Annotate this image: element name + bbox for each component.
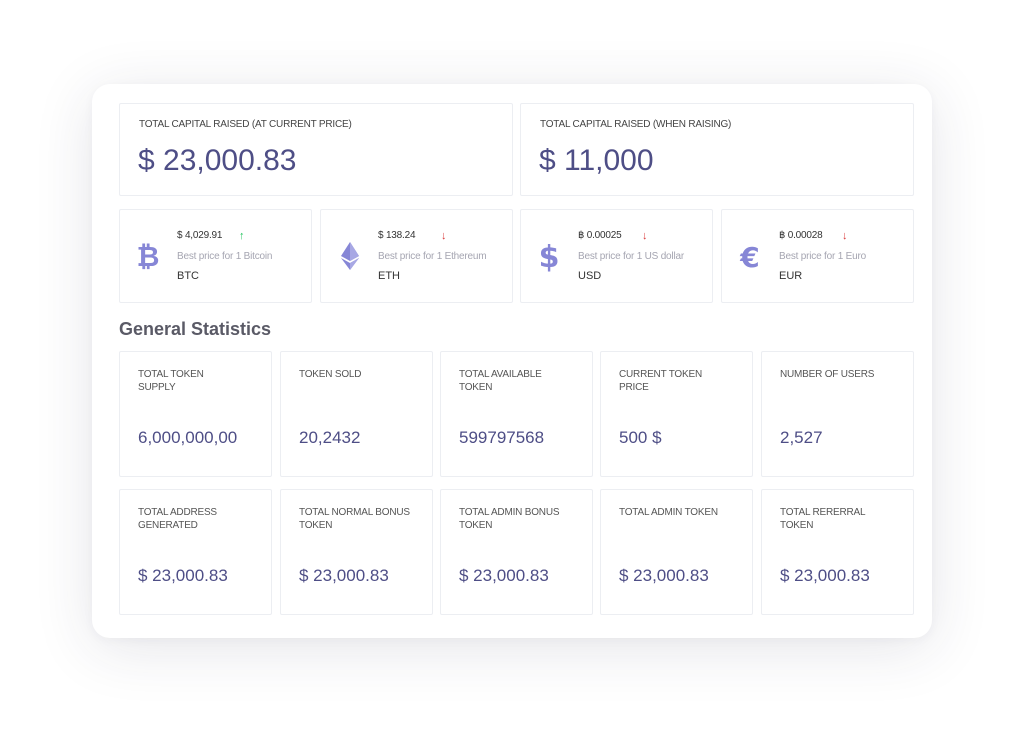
- stat-label: TOTAL NORMAL BONUS TOKEN: [299, 507, 410, 531]
- coin-card-usd[interactable]: $ ฿ 0.00025 ↓ Best price for 1 US dollar…: [520, 209, 713, 303]
- stat-label: TOTAL AVAILABLE TOKEN: [459, 369, 542, 393]
- coin-code: USD: [578, 270, 602, 282]
- stat-value: 20,2432: [299, 428, 361, 447]
- stat-card: NUMBER OF USERS 2,527: [761, 351, 914, 477]
- capital-current-value: $ 23,000.83: [138, 144, 297, 177]
- stat-value: $ 23,000.83: [780, 566, 870, 585]
- stat-value: $ 23,000.83: [459, 566, 549, 585]
- capital-raising-card: TOTAL CAPITAL RAISED (WHEN RAISING) $ 11…: [520, 103, 914, 196]
- stat-card: TOTAL RERERRAL TOKEN $ 23,000.83: [761, 489, 914, 615]
- coin-price: $ 138.24: [378, 230, 416, 241]
- coin-card-eur[interactable]: € ฿ 0.00028 ↓ Best price for 1 Euro EUR: [721, 209, 914, 303]
- stat-card: TOTAL AVAILABLE TOKEN 599797568: [440, 351, 593, 477]
- svg-text:€: €: [739, 241, 759, 272]
- stat-value: 500 $: [619, 428, 662, 447]
- coin-description: Best price for 1 Euro: [779, 251, 866, 262]
- capital-raising-label: TOTAL CAPITAL RAISED (WHEN RAISING): [540, 119, 732, 130]
- stat-card: TOTAL TOKEN SUPPLY 6,000,000,00: [119, 351, 272, 477]
- stat-label: TOKEN SOLD: [299, 369, 362, 380]
- stat-label: NUMBER OF USERS: [780, 369, 875, 380]
- coin-description: Best price for 1 Ethereum: [378, 251, 487, 262]
- coin-card-eth[interactable]: $ 138.24 ↓ Best price for 1 Ethereum ETH: [320, 209, 513, 303]
- coin-description: Best price for 1 US dollar: [578, 251, 684, 262]
- ethereum-icon: [339, 240, 361, 272]
- stat-label: CURRENT TOKEN PRICE: [619, 369, 702, 393]
- capital-current-card: TOTAL CAPITAL RAISED (AT CURRENT PRICE) …: [119, 103, 513, 196]
- euro-icon: €: [738, 240, 762, 272]
- stat-card: TOTAL ADDRESS GENERATED $ 23,000.83: [119, 489, 272, 615]
- stat-card: TOTAL ADMIN TOKEN $ 23,000.83: [600, 489, 753, 615]
- stat-value: 2,527: [780, 428, 823, 447]
- stat-label: TOTAL TOKEN SUPPLY: [138, 369, 204, 393]
- stat-label: TOTAL ADDRESS GENERATED: [138, 507, 217, 531]
- stat-card: TOTAL NORMAL BONUS TOKEN $ 23,000.83: [280, 489, 433, 615]
- coin-card-btc[interactable]: ₿ $ 4,029.91 ↑ Best price for 1 Bitcoin …: [119, 209, 312, 303]
- arrow-up-icon: ↑: [239, 230, 245, 242]
- stat-card: TOTAL ADMIN BONUS TOKEN $ 23,000.83: [440, 489, 593, 615]
- capital-current-label: TOTAL CAPITAL RAISED (AT CURRENT PRICE): [139, 119, 352, 130]
- coin-price: ฿ 0.00025: [578, 230, 622, 241]
- stat-value: $ 23,000.83: [138, 566, 228, 585]
- arrow-down-icon: ↓: [842, 230, 848, 242]
- stat-label: TOTAL ADMIN BONUS TOKEN: [459, 507, 560, 531]
- dashboard-panel: TOTAL CAPITAL RAISED (AT CURRENT PRICE) …: [92, 84, 932, 638]
- svg-text:₿: ₿: [137, 240, 160, 272]
- coin-price: ฿ 0.00028: [779, 230, 823, 241]
- coin-price: $ 4,029.91: [177, 230, 223, 241]
- coin-code: EUR: [779, 270, 803, 282]
- bitcoin-icon: ₿: [136, 240, 160, 272]
- arrow-down-icon: ↓: [642, 230, 648, 242]
- stat-value: $ 23,000.83: [619, 566, 709, 585]
- stat-label: TOTAL RERERRAL TOKEN: [780, 507, 865, 531]
- stat-label: TOTAL ADMIN TOKEN: [619, 507, 718, 518]
- stat-card: TOKEN SOLD 20,2432: [280, 351, 433, 477]
- section-title: General Statistics: [119, 319, 272, 339]
- coin-code: BTC: [177, 270, 199, 282]
- coin-description: Best price for 1 Bitcoin: [177, 251, 273, 262]
- stat-card: CURRENT TOKEN PRICE 500 $: [600, 351, 753, 477]
- svg-text:$: $: [539, 240, 560, 272]
- stat-value: 6,000,000,00: [138, 428, 238, 447]
- arrow-down-icon: ↓: [441, 230, 447, 242]
- coin-code: ETH: [378, 270, 400, 282]
- stat-value: 599797568: [459, 428, 545, 447]
- stat-value: $ 23,000.83: [299, 566, 389, 585]
- capital-raising-value: $ 11,000: [539, 144, 654, 177]
- dollar-icon: $: [537, 240, 561, 272]
